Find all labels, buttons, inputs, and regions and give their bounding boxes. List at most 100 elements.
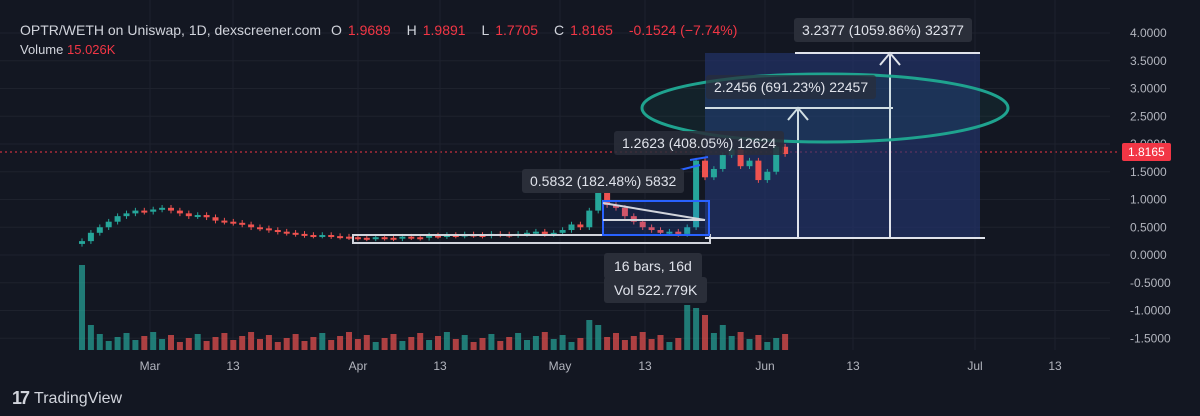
volume-bar — [577, 338, 584, 350]
volume-bar — [363, 335, 370, 350]
volume-bar — [221, 333, 228, 350]
candle-body — [702, 160, 708, 178]
open-value: 1.9689 — [347, 22, 391, 38]
price-axis-label: 4.0000 — [1130, 26, 1167, 40]
candle-body — [194, 215, 201, 218]
symbol-title: OPTR/WETH on Uniswap, 1D, dexscreener.co… — [20, 22, 322, 38]
candles — [79, 144, 789, 247]
arrow-line — [689, 156, 709, 161]
volume-bar — [168, 335, 174, 350]
volume-bar — [755, 335, 762, 350]
candle-body — [532, 231, 539, 234]
candle-body — [79, 241, 85, 244]
volume-bar — [96, 334, 103, 350]
volume-bar — [265, 335, 272, 350]
high-value: 1.9891 — [422, 22, 466, 38]
candle-body — [87, 232, 94, 242]
candle-body — [185, 213, 192, 217]
volume-bar — [773, 338, 780, 350]
volume-bar — [782, 334, 789, 350]
volume-bar — [274, 342, 281, 350]
range-bars-label: 16 bars, 16d — [604, 253, 702, 279]
time-axis-label: 13 — [226, 359, 240, 373]
time-axis-label: Apr — [349, 359, 368, 373]
volume-bar — [443, 332, 450, 350]
candle-body — [301, 233, 308, 236]
candle-body — [257, 227, 263, 230]
volume-bar — [497, 341, 504, 350]
volume-bar — [399, 341, 406, 350]
volume-bar — [532, 336, 539, 350]
candle-body — [479, 235, 486, 238]
candle-body — [737, 149, 744, 167]
price-axis-label: 1.0000 — [1130, 193, 1167, 207]
volume-bar — [613, 333, 619, 350]
volume-bar — [710, 333, 717, 350]
candle-body — [150, 209, 157, 212]
volume-bar — [114, 337, 121, 350]
volume-bar — [506, 337, 513, 350]
candle-body — [524, 232, 530, 235]
volume-bar — [346, 332, 352, 350]
volume-bar — [248, 332, 255, 350]
close-value: 1.8165 — [570, 22, 613, 38]
candle-body — [337, 236, 344, 239]
candle-body — [381, 237, 388, 240]
volume-bar — [621, 340, 628, 350]
candle-body — [782, 146, 789, 154]
candle-body — [541, 231, 548, 234]
candle-body — [274, 230, 281, 233]
volume-bar — [203, 341, 210, 350]
volume-bar — [417, 333, 424, 350]
footer — [0, 380, 1200, 416]
candle-body — [595, 188, 602, 211]
volume-bar — [568, 342, 575, 350]
volume-bar — [141, 336, 148, 350]
candle-body — [248, 224, 255, 228]
volume-bar — [150, 332, 157, 350]
candle-body — [408, 236, 415, 239]
volume-bar — [337, 336, 344, 350]
volume-bar — [105, 341, 112, 350]
candle-body — [586, 210, 593, 228]
candle-body — [105, 221, 112, 228]
volume-bar — [230, 340, 237, 350]
volume-bar — [354, 339, 361, 350]
price-axis-label: -0.5000 — [1130, 276, 1171, 290]
volume-bar — [381, 338, 388, 350]
high-label: H — [406, 22, 417, 38]
last-price-tag: 1.8165 — [1122, 143, 1171, 161]
candle-body — [693, 160, 700, 228]
time-axis: Mar 13 Apr 13 May 13 Jun 13 Jul 13 — [140, 359, 1062, 373]
price-axis-label: 0.5000 — [1130, 220, 1167, 234]
volume-bar — [132, 340, 139, 350]
volume-bar — [604, 337, 611, 350]
volume-bar — [524, 340, 530, 350]
price-axis-label: 2.5000 — [1130, 109, 1167, 123]
candle-body — [230, 221, 237, 224]
candle-body — [559, 230, 566, 233]
candle-body — [630, 216, 637, 222]
tradingview-logo[interactable]: 17 TradingView — [12, 388, 122, 409]
candle-body — [666, 231, 673, 234]
volume-bar — [702, 315, 708, 350]
time-axis-label: 13 — [638, 359, 652, 373]
time-axis-label: May — [549, 359, 572, 373]
candle-body — [621, 207, 628, 217]
candle-body — [132, 210, 139, 214]
volume-bar — [630, 336, 637, 350]
time-axis-label: 13 — [846, 359, 860, 373]
candle-body — [212, 217, 219, 221]
volume-bar — [301, 341, 308, 350]
volume-value: 15.026K — [67, 42, 116, 57]
candle-body — [203, 215, 210, 218]
candle-body — [684, 227, 691, 234]
volume-label: Volume — [20, 42, 64, 57]
candle-body — [773, 146, 780, 172]
candle-body — [310, 235, 317, 238]
candle-body — [452, 235, 459, 238]
volume-bar — [79, 265, 85, 350]
volume-bar — [728, 336, 735, 350]
price-axis: 4.00003.50003.00002.50002.00001.50001.00… — [1130, 26, 1171, 345]
price-axis-label: 1.5000 — [1130, 165, 1167, 179]
